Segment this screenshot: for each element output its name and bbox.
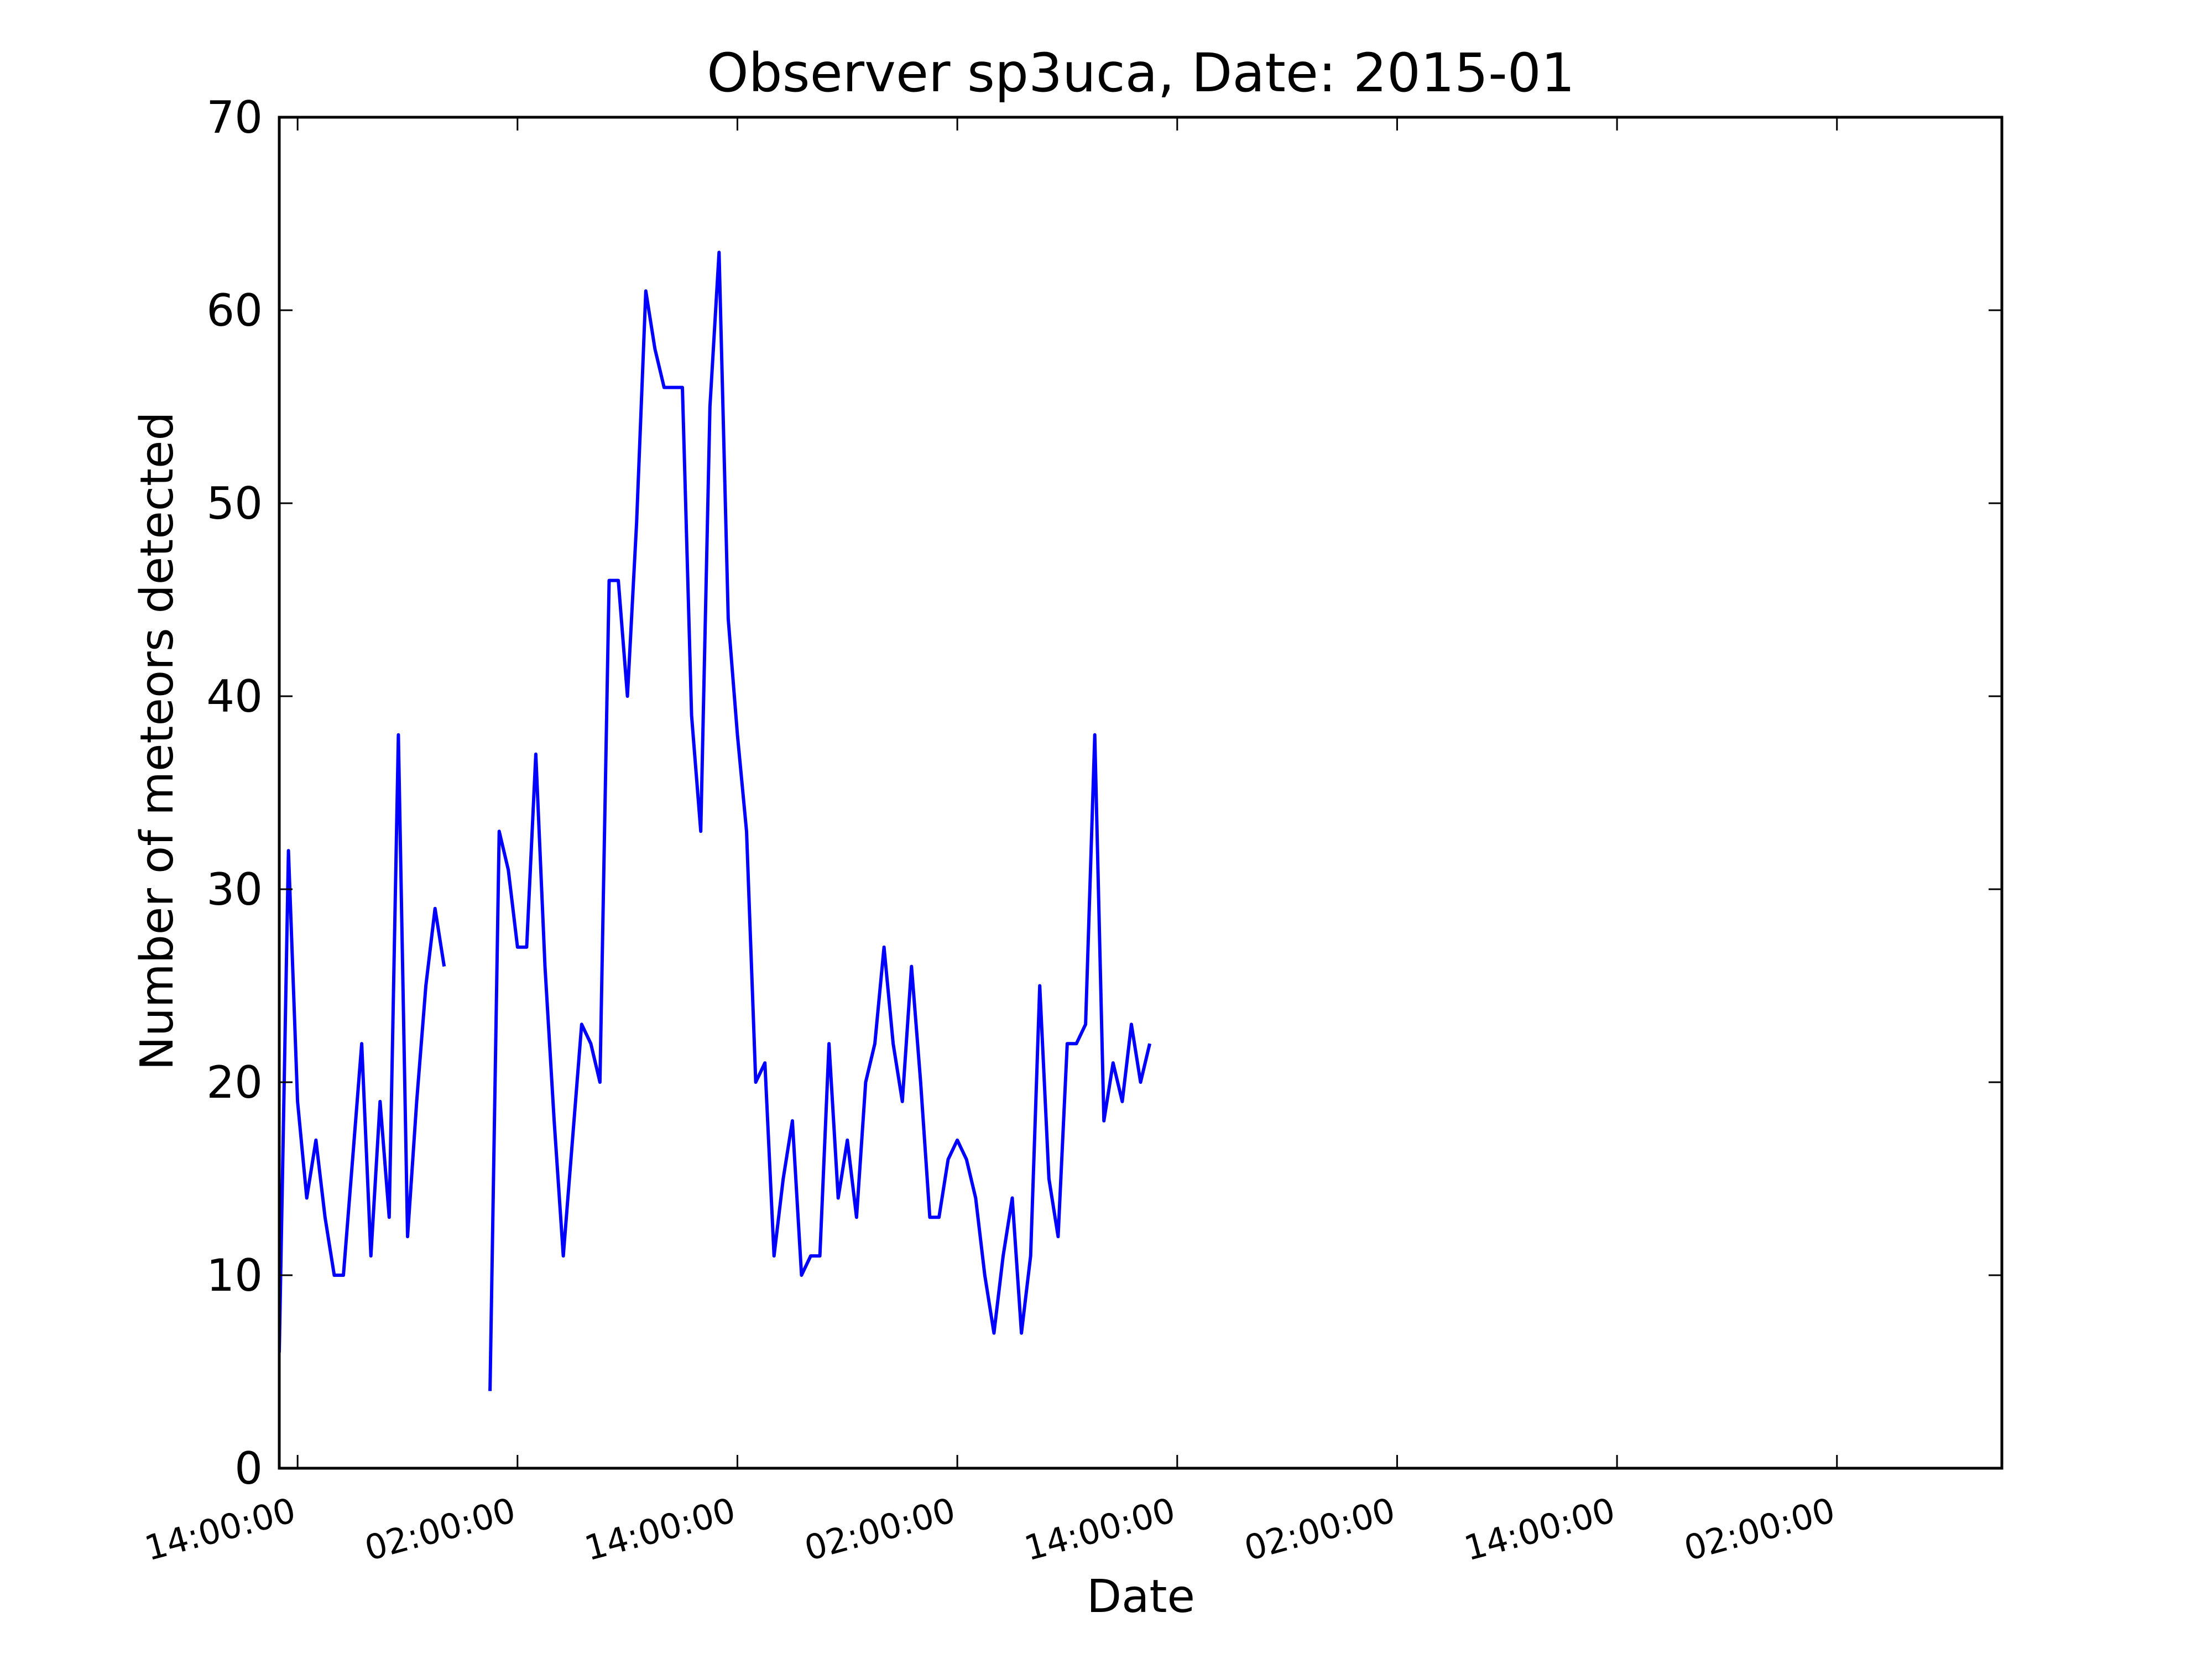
y-tick-label: 30 [206, 864, 263, 915]
y-tick-label: 40 [206, 671, 263, 722]
y-tick-label: 20 [206, 1057, 263, 1108]
y-tick-label: 50 [206, 478, 263, 529]
y-tick-label: 60 [206, 285, 263, 336]
y-tick-label: 70 [206, 92, 263, 143]
axes-frame [278, 116, 2004, 1470]
y-tick-label: 0 [234, 1443, 263, 1494]
y-axis-label: Number of meteors detected [131, 411, 184, 1070]
series-line-0 [279, 251, 1152, 1391]
chart-title: Observer sp3uca, Date: 2015-01 [707, 42, 1575, 104]
y-tick-label: 10 [206, 1250, 263, 1301]
x-axis-label: Date [1087, 1571, 1195, 1623]
